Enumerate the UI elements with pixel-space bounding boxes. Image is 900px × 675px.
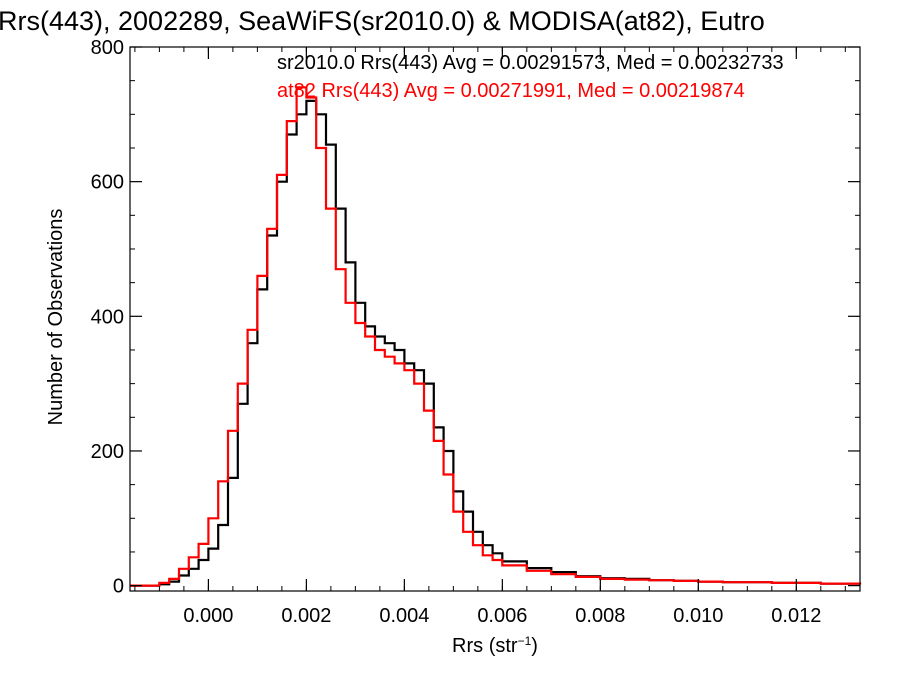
x-tick-label: 0.004: [379, 605, 429, 627]
series-sr2010-0-line: [130, 99, 862, 587]
y-tick-label: 400: [91, 306, 124, 328]
y-tick-label: 600: [91, 172, 124, 194]
x-tick-label: 0.010: [673, 605, 723, 627]
y-axis-label: Number of Observations: [45, 209, 67, 426]
y-tick-label: 200: [91, 441, 124, 463]
axis-layer: 0.000 0.002 0.004 0.006 0.008 0.010 0.012 0 200 4…: [91, 37, 860, 627]
series-at82-line: [130, 86, 862, 587]
y-tick-label: 0: [113, 576, 124, 598]
x-tick-label: 0.006: [477, 605, 527, 627]
chart-title: Rrs(443), 2002289, SeaWiFS(sr2010.0) & M…: [0, 6, 765, 36]
y-tick-label: 800: [91, 37, 124, 59]
sr2010-stats-annotation: sr2010.0 Rrs(443) Avg = 0.00291573, Med …: [277, 52, 784, 74]
plot-frame: [129, 46, 861, 592]
x-axis-label-close: ): [531, 635, 538, 657]
x-tick-label: 0.012: [771, 605, 821, 627]
x-tick-label: 0.000: [183, 605, 233, 627]
x-tick-label: 0.008: [575, 605, 625, 627]
x-axis-label-exponent: −1: [518, 634, 532, 648]
series-layer: [130, 86, 862, 587]
at82-stats-annotation: at82 Rrs(443) Avg = 0.00271991, Med = 0.…: [277, 80, 745, 102]
x-tick-label: 0.002: [281, 605, 331, 627]
x-axis-label: Rrs (str−1): [452, 634, 538, 657]
x-axis-label-text: Rrs (str: [452, 635, 518, 657]
